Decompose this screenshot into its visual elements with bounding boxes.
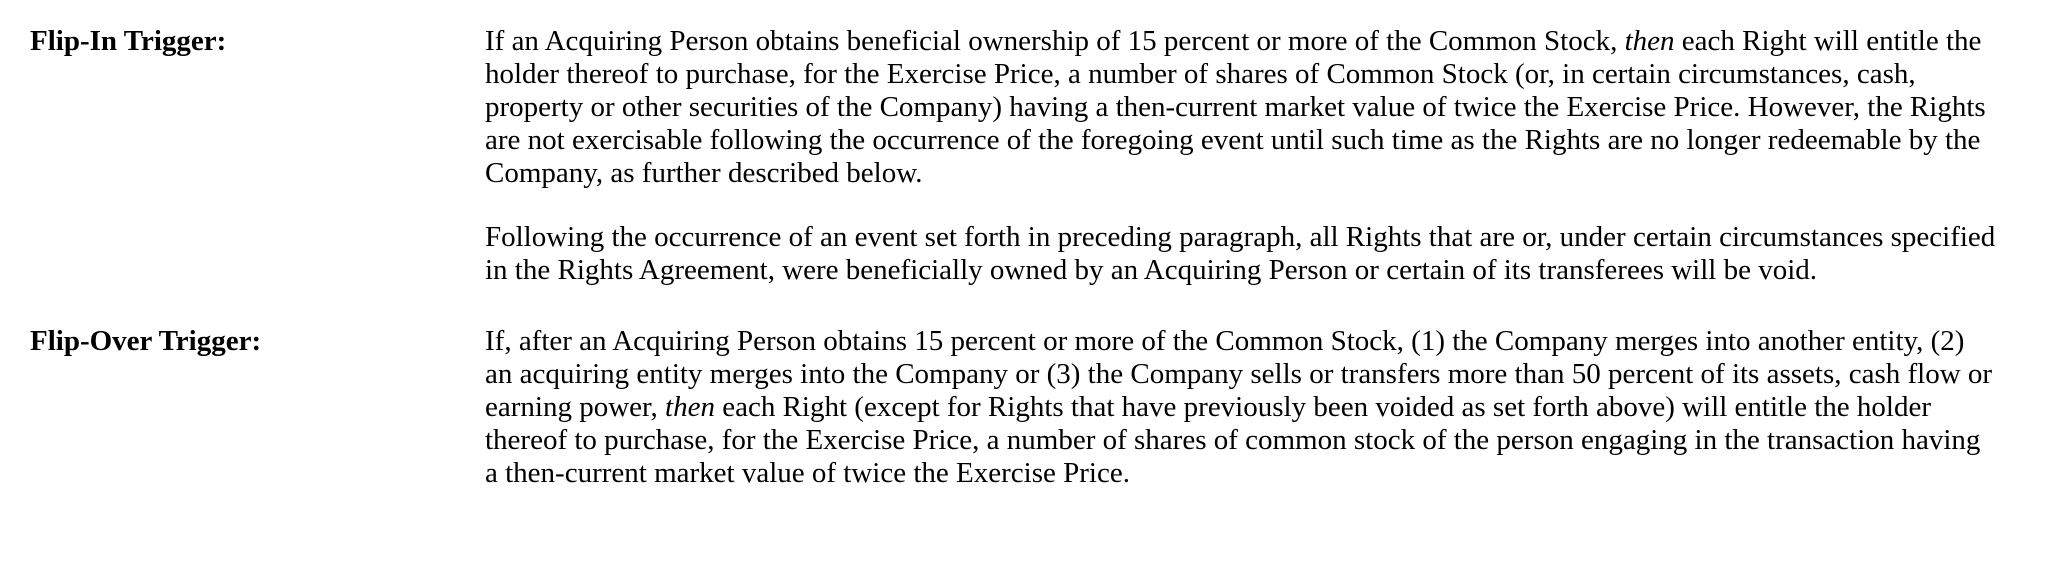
term-row-flip-over: Flip-Over Trigger: If, after an Acquirin… <box>30 325 1996 490</box>
term-definition-flip-over: If, after an Acquiring Person obtains 15… <box>485 325 1996 490</box>
term-label-flip-in: Flip-In Trigger: <box>30 25 227 57</box>
term-definition-flip-in: If an Acquiring Person obtains beneficia… <box>485 25 1996 287</box>
paragraph: Following the occurrence of an event set… <box>485 221 1996 287</box>
document-body: Flip-In Trigger: If an Acquiring Person … <box>30 25 1996 490</box>
italic-text-run: then <box>1624 25 1675 57</box>
paragraph: If, after an Acquiring Person obtains 15… <box>485 325 1996 490</box>
text-run: each Right (except for Rights that have … <box>485 391 1981 489</box>
text-run: If an Acquiring Person obtains beneficia… <box>485 25 1625 57</box>
text-run: If, after an Acquiring Person obtains 15… <box>485 325 1993 423</box>
paragraph: If an Acquiring Person obtains beneficia… <box>485 25 1996 190</box>
italic-text-run: then <box>665 391 715 423</box>
text-run: each Right will entitle the holder there… <box>485 25 1986 189</box>
term-row-flip-in: Flip-In Trigger: If an Acquiring Person … <box>30 25 1996 287</box>
text-run: Following the occurrence of an event set… <box>485 221 1996 286</box>
term-label-flip-over: Flip-Over Trigger: <box>30 325 262 357</box>
